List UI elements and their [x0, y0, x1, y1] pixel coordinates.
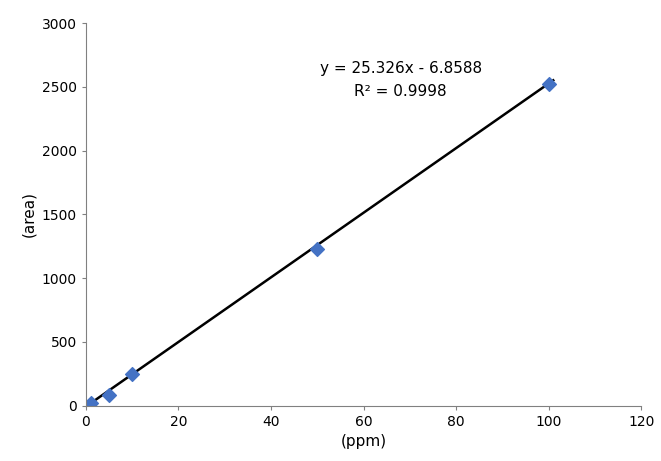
- Point: [127, 371, 137, 378]
- Y-axis label: (area): (area): [21, 191, 36, 237]
- Point: [543, 81, 554, 88]
- Point: [312, 245, 323, 253]
- Point: [85, 400, 96, 407]
- Point: [104, 392, 114, 399]
- X-axis label: (ppm): (ppm): [340, 434, 387, 449]
- Text: y = 25.326x - 6.8588
R² = 0.9998: y = 25.326x - 6.8588 R² = 0.9998: [319, 61, 482, 99]
